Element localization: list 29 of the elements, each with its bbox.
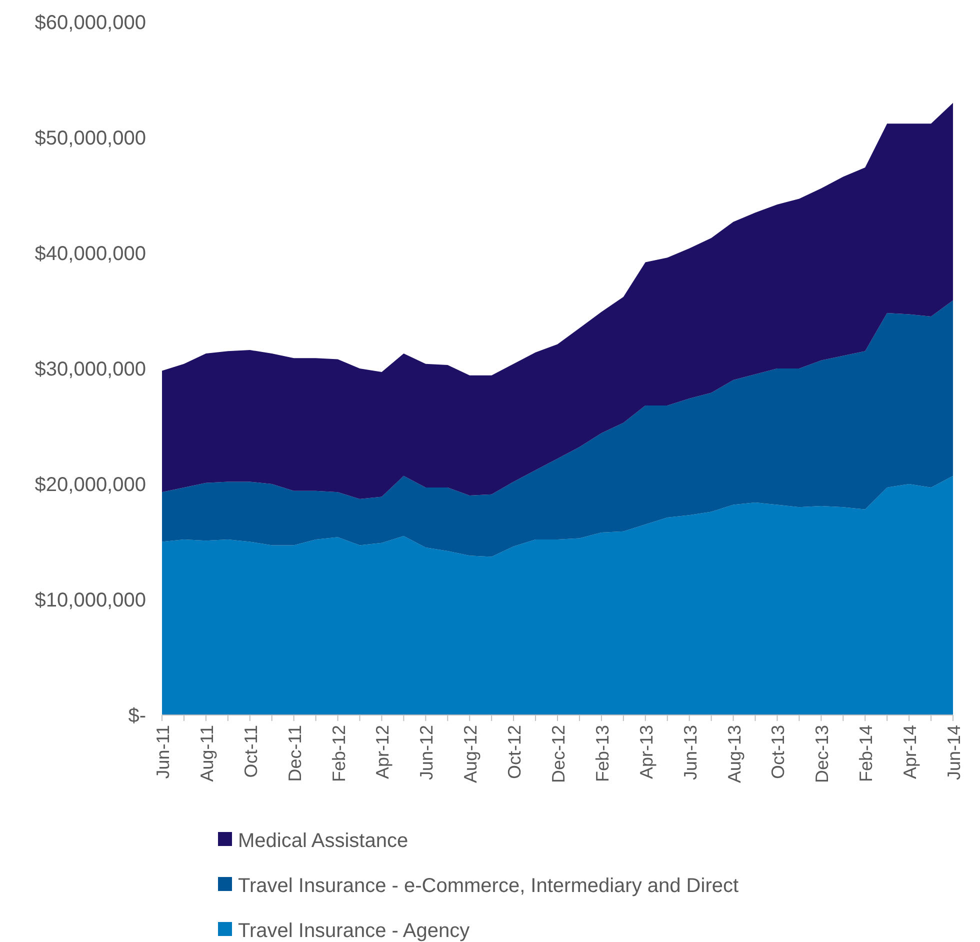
x-tick-label: Jun-14: [944, 725, 964, 780]
x-tick-label: Jun-12: [416, 725, 437, 780]
legend-label: Travel Insurance - Agency: [238, 920, 470, 942]
x-tick-label: Aug-11: [196, 725, 217, 782]
y-tick-label: $40,000,000: [34, 243, 146, 265]
x-tick-label: Oct-12: [504, 725, 525, 780]
x-tick-label: Feb-12: [328, 725, 349, 782]
x-tick-label: Aug-13: [724, 725, 744, 784]
legend-label: Medical Assistance: [238, 830, 408, 852]
y-tick-label: $60,000,000: [34, 12, 146, 34]
x-tick-label: Aug-12: [460, 725, 481, 784]
x-tick-label: Oct-11: [240, 725, 261, 778]
y-tick-label: $20,000,000: [34, 474, 146, 496]
x-tick-label: Apr-14: [900, 725, 920, 780]
y-tick-label: $30,000,000: [34, 358, 146, 380]
x-tick-label: Feb-14: [856, 725, 876, 782]
x-tick-label: Dec-13: [812, 725, 832, 784]
y-tick-label: $50,000,000: [34, 128, 146, 150]
x-tick-label: Oct-13: [768, 725, 788, 780]
x-tick-label: Feb-13: [592, 725, 612, 782]
x-tick-label: Dec-11: [284, 725, 305, 782]
x-tick-label: Apr-13: [636, 725, 656, 780]
y-tick-label: $-: [128, 705, 146, 727]
x-tick-label: Jun-13: [680, 725, 700, 780]
x-tick-label: Jun-11: [153, 725, 173, 779]
legend-label: Travel Insurance - e-Commerce, Intermediary and Direct: [238, 875, 739, 897]
y-tick-label: $10,000,000: [34, 590, 146, 612]
x-tick-label: Dec-12: [548, 725, 568, 784]
x-tick-label: Apr-12: [372, 725, 393, 780]
